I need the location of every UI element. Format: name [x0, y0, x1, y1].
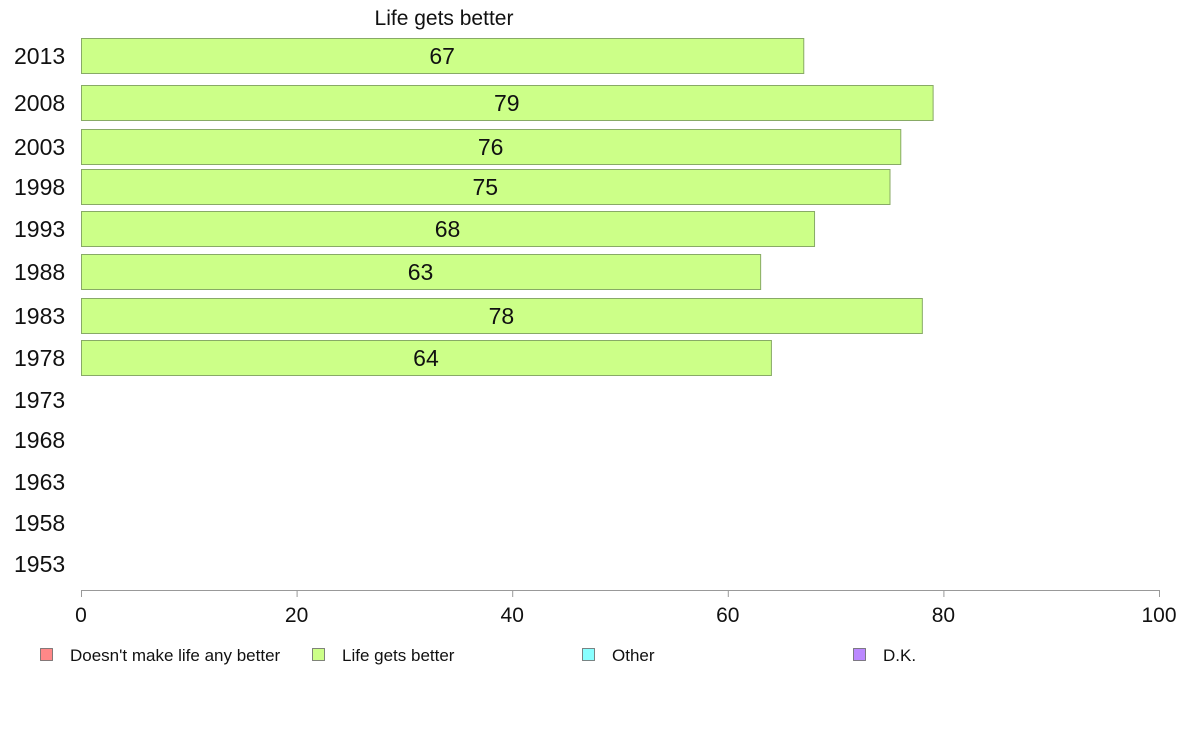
bar [81, 298, 923, 334]
legend-label: Other [612, 646, 655, 665]
bar [81, 38, 805, 74]
bar-value-label: 78 [489, 303, 515, 329]
bar [81, 85, 934, 121]
x-tick-label: 80 [932, 604, 955, 627]
bar-value-label: 67 [429, 43, 455, 69]
legend-label: D.K. [883, 646, 916, 665]
y-tick-label: 1973 [14, 387, 65, 413]
y-axis: 2013 2008 2003 1998 1993 1988 1983 1978 1973 1968… [14, 43, 65, 577]
y-tick-label: 2013 [14, 43, 65, 69]
legend-label: Doesn't make life any better [70, 646, 281, 665]
legend-swatch [582, 648, 595, 661]
legend-swatch [312, 648, 325, 661]
x-tick-label: 40 [501, 604, 524, 627]
x-tick-label: 60 [716, 604, 739, 627]
bar-value-label: 64 [413, 345, 439, 371]
y-tick-label: 1978 [14, 345, 65, 371]
bar-value-label: 76 [478, 134, 504, 160]
y-tick-label: 1998 [14, 174, 65, 200]
bar-value-label: 75 [472, 174, 498, 200]
bar-value-label: 63 [408, 259, 434, 285]
bar [81, 340, 772, 376]
legend: Doesn't make life any better Life gets be… [40, 646, 916, 665]
legend-swatch [40, 648, 53, 661]
y-tick-label: 1958 [14, 510, 65, 536]
y-tick-label: 1988 [14, 259, 65, 285]
bar [81, 169, 891, 205]
legend-label: Life gets better [342, 646, 455, 665]
y-tick-label: 2003 [14, 134, 65, 160]
x-axis: 0 20 40 60 80 100 [75, 590, 1177, 627]
chart-title: Life gets better [375, 7, 514, 30]
y-tick-label: 1983 [14, 303, 65, 329]
x-tick-label: 100 [1141, 604, 1176, 627]
y-tick-label: 1993 [14, 216, 65, 242]
y-tick-label: 1953 [14, 551, 65, 577]
y-tick-label: 1968 [14, 427, 65, 453]
x-tick-label: 0 [75, 604, 87, 627]
bar-value-label: 68 [435, 216, 461, 242]
bar [81, 254, 762, 290]
y-tick-label: 1963 [14, 469, 65, 495]
legend-swatch [853, 648, 866, 661]
x-tick-label: 20 [285, 604, 308, 627]
bar [81, 129, 902, 165]
bar-value-label: 79 [494, 90, 520, 116]
y-tick-label: 2008 [14, 90, 65, 116]
bar [81, 211, 816, 247]
